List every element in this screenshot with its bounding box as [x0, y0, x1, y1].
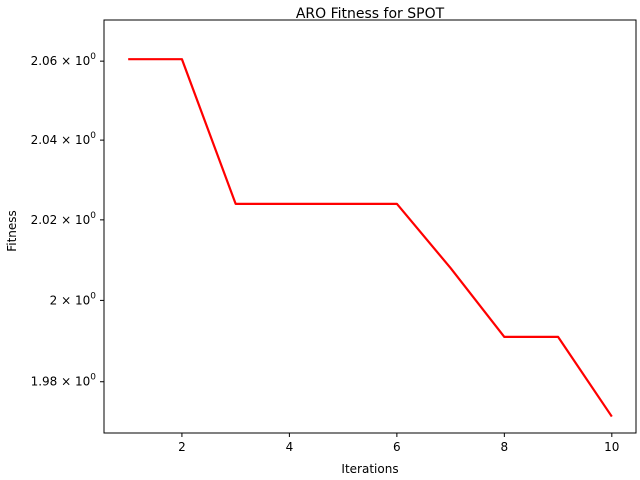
x-tick-label: 4	[286, 440, 294, 454]
x-tick-label: 8	[501, 440, 509, 454]
x-tick-label: 6	[393, 440, 401, 454]
y-tick-label: 2 × 100	[50, 291, 97, 307]
y-tick-label: 2.02 × 100	[31, 211, 97, 227]
x-axis: 2 4 6 8 10	[178, 433, 619, 454]
plot-area	[128, 58, 613, 418]
y-axis: 1.98 × 100 2 × 100 2.02 × 100 2.04 × 100 2.0…	[31, 52, 104, 389]
y-axis-label: Fitness	[5, 210, 19, 252]
x-tick-label: 2	[178, 440, 186, 454]
y-tick-label: 2.04 × 100	[31, 131, 97, 147]
series-line	[128, 58, 613, 418]
y-tick-label: 1.98 × 100	[31, 373, 97, 389]
x-tick-label: 10	[604, 440, 619, 454]
chart-title: ARO Fitness for SPOT	[296, 6, 445, 22]
y-tick-label: 2.06 × 100	[31, 52, 97, 68]
axes-frame	[103, 19, 637, 434]
x-axis-label: Iterations	[341, 462, 398, 476]
